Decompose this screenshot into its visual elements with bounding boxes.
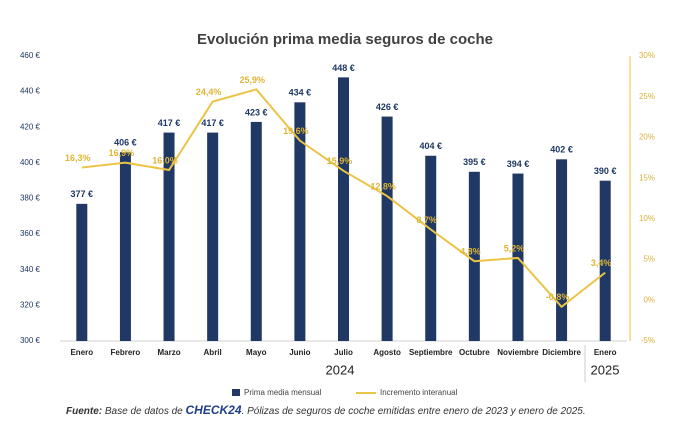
source-brand: CHECK24 [186, 403, 242, 417]
bar-value-label: 448 € [332, 63, 355, 73]
bar-value-label: 402 € [550, 145, 573, 155]
y-tick-label: 400 € [20, 158, 41, 167]
source-rest: . Pólizas de seguros de coche emitidas e… [242, 406, 586, 417]
y2-tick-label: 0% [643, 295, 655, 304]
bar-value-label: 404 € [419, 141, 442, 151]
y2-tick-label: 15% [639, 173, 655, 182]
x-tick-label: Abril [204, 348, 222, 357]
x-tick-label: Junio [289, 348, 310, 357]
legend-label: Prima media mensual [244, 388, 322, 397]
x-tick-label: Octubre [459, 348, 490, 357]
year-label: 2024 [326, 362, 355, 377]
bar [294, 102, 306, 341]
line-value-label: 16,0% [152, 155, 178, 165]
x-tick-label: Diciembre [542, 348, 581, 357]
x-tick-label: Agosto [373, 348, 401, 357]
line-value-label: 5,2% [504, 243, 525, 253]
bar [381, 116, 393, 341]
bar [338, 77, 349, 341]
x-tick-label: Marzo [157, 348, 180, 357]
y2-tick-label: 30% [639, 51, 655, 60]
line-value-label: 16,3% [65, 153, 91, 163]
y-tick-label: 340 € [20, 265, 41, 274]
bar [119, 152, 131, 341]
line-value-label: 19,6% [283, 126, 309, 136]
bar-value-label: 390 € [594, 166, 617, 176]
x-tick-label: Noviembre [497, 348, 539, 357]
source: Fuente: Base de datos de CHECK24. Póliza… [66, 403, 586, 417]
bar [468, 171, 480, 341]
y2-tick-label: 20% [639, 133, 655, 142]
line-value-label: 24,4% [196, 87, 222, 97]
bar [76, 203, 88, 341]
line-value-label: 3,4% [591, 258, 612, 268]
x-tick-label: Enero [594, 348, 617, 357]
bar [556, 159, 568, 341]
bar-value-label: 377 € [71, 189, 94, 199]
y2-tick-label: -5% [641, 336, 655, 345]
y2-tick-label: 25% [639, 92, 655, 101]
bar [163, 132, 175, 341]
bar-value-label: 417 € [158, 118, 181, 128]
x-tick-label: Septiembre [409, 348, 453, 357]
y-tick-label: 300 € [20, 336, 41, 345]
y-tick-label: 380 € [20, 194, 41, 203]
bar [207, 132, 219, 341]
source-text: Base de datos de [105, 406, 183, 417]
bar-value-label: 406 € [114, 138, 137, 148]
bar-value-label: 426 € [376, 102, 399, 112]
legend-swatch [232, 389, 240, 396]
bar-value-label: 395 € [463, 157, 486, 167]
y2-tick-label: 5% [643, 255, 655, 264]
bar-value-label: 417 € [201, 118, 224, 128]
bar-value-label: 423 € [245, 107, 268, 117]
bar [599, 180, 611, 341]
line-value-label: 8,7% [416, 215, 437, 225]
year-label: 2025 [591, 362, 620, 377]
source-label: Fuente: [66, 406, 102, 417]
bar [425, 155, 437, 341]
line-value-label: 12,8% [370, 181, 396, 191]
x-tick-label: Mayo [246, 348, 267, 357]
y2-tick-label: 10% [639, 214, 655, 223]
x-tick-label: Julio [334, 348, 353, 357]
line-value-label: 4,8% [460, 247, 481, 257]
bar [250, 121, 262, 341]
y-tick-label: 460 € [20, 51, 41, 60]
x-tick-label: Enero [70, 348, 93, 357]
bar-value-label: 434 € [289, 88, 312, 98]
x-tick-label: Febrero [111, 348, 141, 357]
line-value-label: 16,9% [109, 148, 135, 158]
chart-title: Evolución prima media seguros de coche [197, 31, 493, 48]
line [81, 88, 606, 309]
y-tick-label: 420 € [20, 122, 41, 131]
y-tick-label: 360 € [20, 229, 41, 238]
line-value-label: 15,9% [327, 156, 353, 166]
line-value-label: 25,9% [240, 75, 266, 85]
bar-value-label: 394 € [507, 159, 530, 169]
legend-label: Incremento interanual [380, 388, 458, 397]
y-tick-label: 440 € [20, 87, 41, 96]
y-tick-label: 320 € [20, 300, 41, 309]
line-value-label: -0,8% [546, 292, 570, 302]
